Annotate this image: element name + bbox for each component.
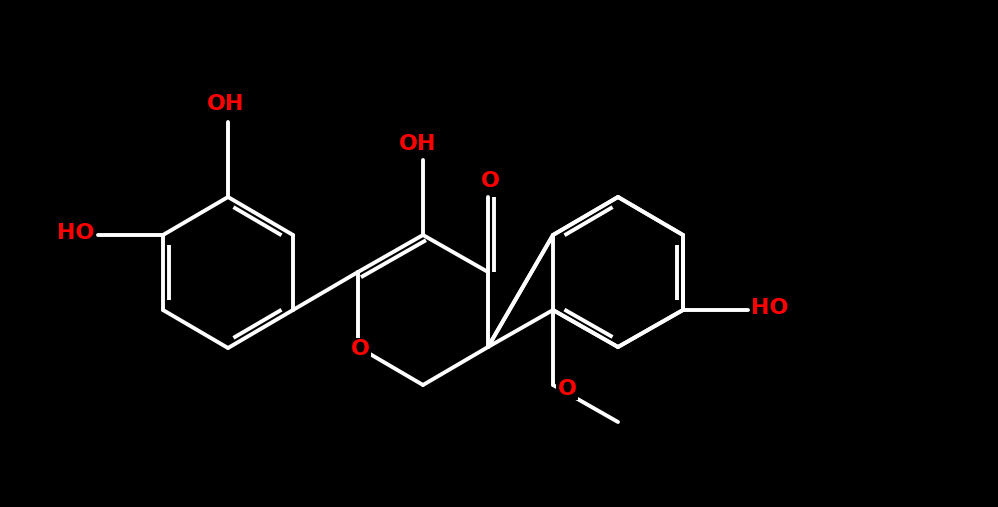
Text: OH: OH xyxy=(208,94,245,114)
Text: O: O xyxy=(558,379,577,399)
Text: HO: HO xyxy=(751,298,788,318)
Text: OH: OH xyxy=(399,134,437,154)
Text: O: O xyxy=(350,339,369,359)
Text: O: O xyxy=(480,171,500,191)
Text: HO: HO xyxy=(57,223,95,243)
